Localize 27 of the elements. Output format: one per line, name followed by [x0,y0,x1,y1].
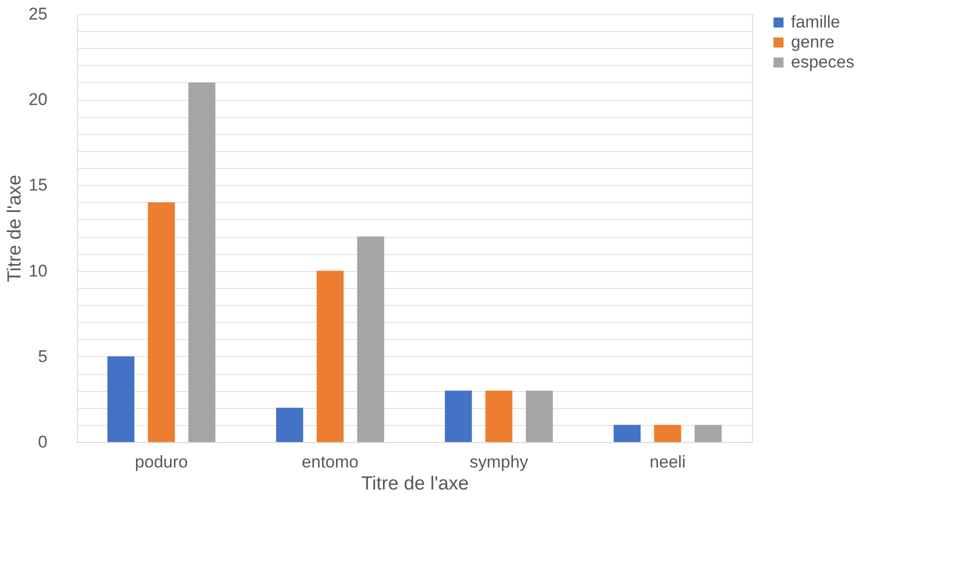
x-tick-label: poduro [134,452,188,472]
bar [316,270,344,442]
bar [357,236,384,442]
y-tick-label: 10 [28,261,48,280]
bar [694,424,722,442]
x-tick-label: entomo [302,452,358,472]
legend-label: especes [791,52,854,72]
bar [107,356,134,442]
y-axis-title: Titre de l'axe [4,174,26,282]
bar [654,424,682,442]
bar [444,390,472,442]
x-tick-label: symphy [470,452,529,472]
y-tick-label: 20 [28,90,48,110]
y-tick-label: 5 [38,346,48,366]
y-tick-label: 15 [28,176,48,195]
bar [485,390,512,442]
bar [614,424,641,442]
y-tick-label: 0 [38,432,48,452]
bar [526,390,553,442]
bar [148,202,175,442]
legend-label: famille [791,12,840,32]
bar [188,82,216,442]
x-axis-title: Titre de l'axe [361,474,469,494]
legend-label: genre [791,32,834,52]
bar [276,408,304,442]
x-tick-label: neeli [650,452,686,472]
y-tick-label: 25 [28,4,48,24]
